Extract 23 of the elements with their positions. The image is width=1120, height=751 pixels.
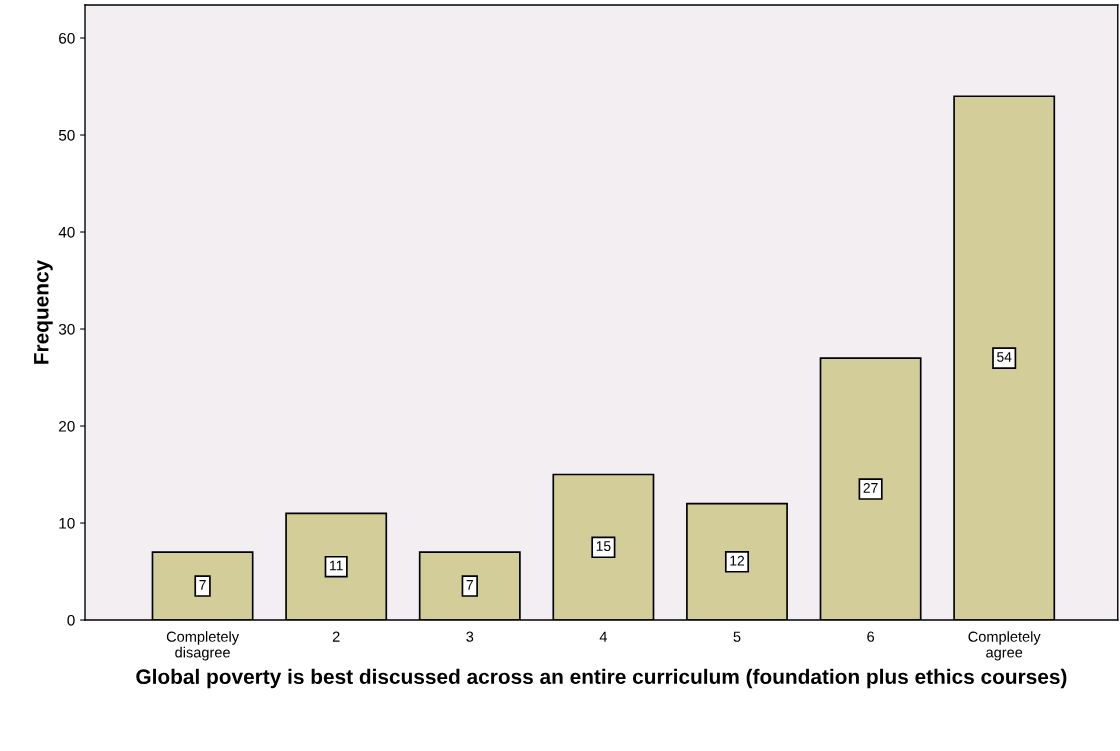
x-axis-title: Global poverty is best discussed across an entire curriculum (foundation plus ethics courses) <box>136 668 1067 689</box>
data-label: 27 <box>863 482 878 493</box>
x-tick-label: 4 <box>599 631 608 642</box>
y-tick-label: 10 <box>59 517 75 529</box>
x-tick-label: Completely disagree <box>166 631 240 661</box>
y-tick-label: 0 <box>67 614 75 626</box>
data-label: 12 <box>730 555 745 566</box>
data-label: 7 <box>199 580 206 590</box>
data-label: 54 <box>997 352 1012 362</box>
x-tick-label: 2 <box>332 631 340 642</box>
x-tick-label: 5 <box>733 631 741 642</box>
data-label: 7 <box>466 580 473 590</box>
y-tick-label: 60 <box>59 32 75 44</box>
data-label: 15 <box>596 541 611 551</box>
y-axis-title: Frequency <box>34 259 53 364</box>
data-label: 11 <box>330 560 343 571</box>
x-tick-label: 3 <box>466 631 474 642</box>
y-tick-label: 30 <box>58 323 75 335</box>
y-tick-label: 20 <box>59 420 75 432</box>
y-tick-label: 40 <box>58 226 75 238</box>
y-tick-label: 50 <box>58 129 75 141</box>
x-tick-label: 6 <box>867 631 875 642</box>
x-tick-label: Completely agree <box>968 631 1041 661</box>
